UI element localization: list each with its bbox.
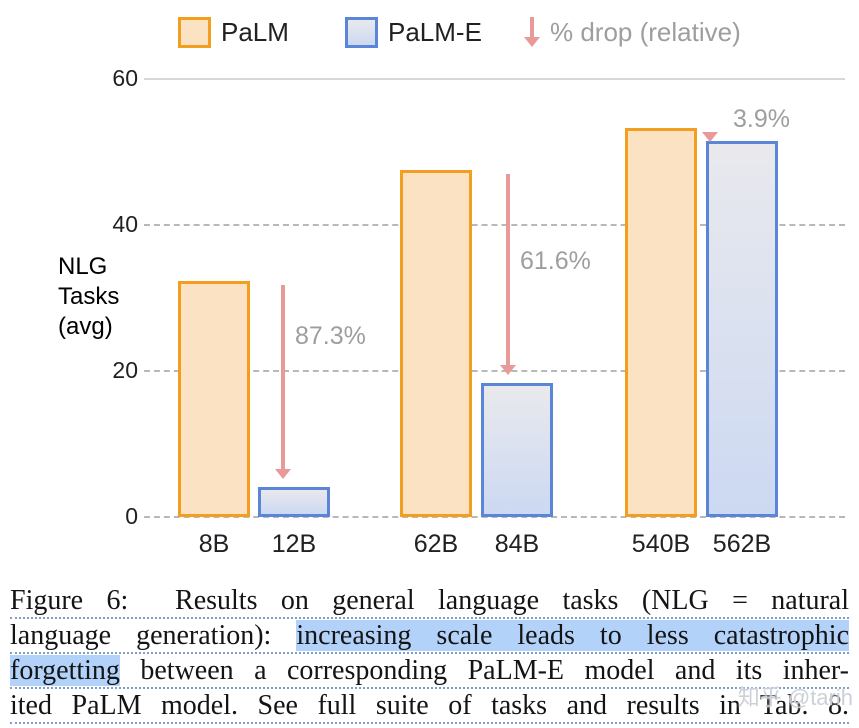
legend-item-palm: PaLM (178, 14, 289, 50)
bar-8B (178, 281, 250, 517)
bar-62B (400, 170, 472, 517)
x-category-label: 562B (712, 530, 772, 558)
gridline (144, 516, 845, 518)
drop-percent-label: 3.9% (733, 105, 790, 133)
caption-text: ited PaLM model. See full suite of tasks… (10, 690, 849, 721)
palm-legend-label: PaLM (221, 16, 289, 47)
caption-line-1: Figure 6: Results on general language ta… (10, 585, 849, 619)
y-tick-label: 0 (125, 503, 138, 529)
caption-highlight: forgetting (10, 655, 120, 686)
legend-item-drop: % drop (relative) (524, 14, 741, 50)
x-category-label: 84B (494, 530, 540, 558)
caption-line-2: language generation): increasing scale l… (10, 620, 849, 654)
y-title-line: NLG (58, 253, 108, 280)
figure-caption: Figure 6: Results on general language ta… (10, 585, 849, 725)
arrow-line (506, 174, 510, 365)
caption-text: Figure 6: Results on general language ta… (10, 585, 849, 616)
y-title-line: Tasks (58, 283, 120, 310)
arrow-head-part (524, 37, 540, 47)
arrow-line (281, 285, 285, 470)
chart: PaLM PaLM-E % drop (relative) NLG Tasks … (58, 14, 845, 558)
palme-legend-label: PaLM-E (388, 16, 482, 47)
watermark: 知乎 @tarih (737, 685, 853, 710)
caption-text: language generation): (10, 620, 297, 651)
drop-arrow (275, 285, 291, 480)
arrow-head-icon (500, 364, 516, 375)
palm-swatch-icon (178, 16, 211, 48)
y-title-line: (avg) (58, 313, 113, 340)
legend-item-palme: PaLM-E (345, 14, 482, 50)
drop-legend-label: % drop (relative) (550, 16, 741, 47)
palme-swatch-icon (345, 16, 378, 48)
drop-arrow (500, 174, 516, 375)
bar-84B (481, 383, 553, 517)
arrow-head-icon (702, 131, 718, 142)
y-tick-label: 20 (112, 357, 138, 383)
x-category-label: 540B (631, 530, 691, 558)
arrow-head-icon (275, 469, 291, 480)
x-category-label: 12B (271, 530, 317, 558)
gridline (144, 78, 845, 80)
drop-percent-label: 61.6% (520, 247, 591, 275)
gridline (144, 370, 845, 372)
caption-line-3: forgetting between a corresponding PaLM-… (10, 655, 849, 689)
caption-line-4: ited PaLM model. See full suite of tasks… (10, 690, 849, 724)
caption-highlight: increasing scale leads to less catastrop… (296, 620, 849, 651)
bar-562B (706, 141, 778, 517)
down-arrow-icon (524, 17, 540, 47)
y-tick-label: 40 (112, 211, 138, 237)
bar-540B (625, 128, 697, 517)
x-category-label: 8B (198, 530, 230, 558)
y-axis-title: NLG Tasks (avg) (58, 252, 119, 342)
plot-area: 87.3% 61.6% 3.9% (144, 78, 845, 518)
x-category-label: 62B (413, 530, 459, 558)
bar-12B (258, 487, 330, 517)
drop-percent-label: 87.3% (295, 322, 366, 350)
y-tick-label: 60 (112, 65, 138, 91)
arrow-line-part (530, 17, 534, 37)
gridline (144, 224, 845, 226)
drop-arrow (702, 131, 718, 142)
caption-text: between a corresponding PaLM-E model and… (119, 655, 849, 686)
